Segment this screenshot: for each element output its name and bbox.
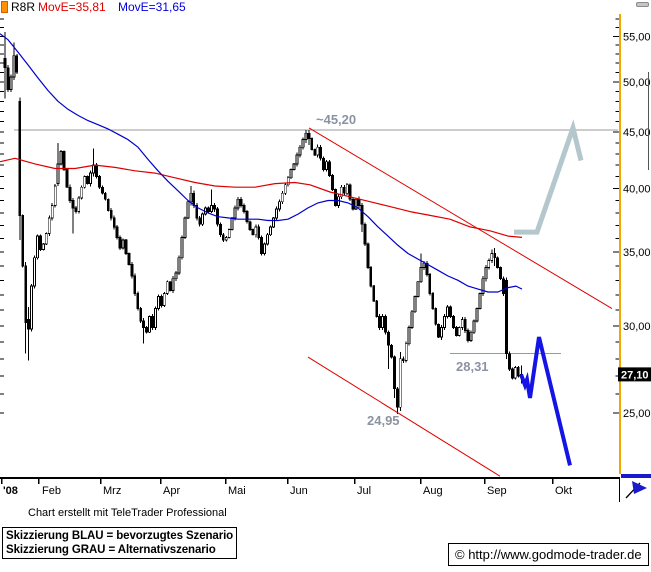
price-annotations: ~45,20 28,31 24,95 [316,112,489,428]
svg-text:Mai: Mai [228,485,246,497]
legend-gray-scenario: Skizzierung GRAU = Alternativszenario [6,544,216,556]
ma-blue-value: MovE=31,65 [118,0,186,14]
scenario-blue-sketch [519,336,572,466]
horizontal-levels [14,129,618,355]
legend-blue-scenario: Skizzierung BLAU = bevorzugtes Szenario [6,530,234,542]
svg-text:Mrz: Mrz [103,485,121,497]
chart-canvas[interactable]: ~45,20 28,31 24,95 55,00 50,00 45,00 40,00 35,0… [0,0,651,505]
svg-text:Okt: Okt [555,485,572,497]
svg-text:Jul: Jul [357,485,371,497]
chart-title-bar: R8R MovE=35,81 MovE=31,65 [0,0,651,15]
trendlines [307,127,613,477]
svg-text:Apr: Apr [163,485,180,497]
collapse-handle-icon[interactable] [636,2,649,7]
ma-red-line [0,157,523,238]
svg-text:~45,20: ~45,20 [316,112,356,127]
copyright-box: © http://www.godmode-trader.de [448,543,649,566]
svg-text:Jun: Jun [290,485,308,497]
ma-red-value: MovE=35,81 [38,0,106,14]
chart-credit-text: Chart erstellt mit TeleTrader Profession… [28,507,227,519]
svg-text:Feb: Feb [42,485,61,497]
left-minor-ticks [0,18,4,414]
candles-layer [3,31,523,414]
scenario-legend-box: Skizzierung BLAU = bevorzugtes Szenario … [2,527,238,559]
svg-text:28,31: 28,31 [456,359,489,374]
svg-text:50,00: 50,00 [623,77,651,89]
svg-text:55,00: 55,00 [623,31,651,43]
svg-text:Aug: Aug [423,485,443,497]
instrument-color-swatch-icon [1,1,8,13]
scenario-gray-sketch [514,119,584,235]
svg-text:35,00: 35,00 [623,247,651,259]
svg-text:24,95: 24,95 [367,413,400,428]
svg-text:25,00: 25,00 [623,408,651,420]
svg-text:27,10: 27,10 [621,369,649,381]
time-axis[interactable]: '08 Feb Mrz Apr Mai Jun Jul Aug Sep Okt [0,477,619,497]
svg-text:Sep: Sep [487,485,507,497]
current-price-badge: 27,10 [618,367,651,382]
svg-text:45,00: 45,00 [623,127,651,139]
instrument-symbol: R8R [11,0,36,14]
svg-text:30,00: 30,00 [623,321,651,333]
svg-text:'08: '08 [3,485,18,497]
price-axis[interactable]: 55,00 50,00 45,00 40,00 35,00 30,00 25,00 [613,14,651,474]
copyright-text: © http://www.godmode-trader.de [455,547,642,562]
ma-blue-line [0,33,523,293]
svg-text:40,00: 40,00 [623,183,651,195]
flag-icon [625,481,647,499]
